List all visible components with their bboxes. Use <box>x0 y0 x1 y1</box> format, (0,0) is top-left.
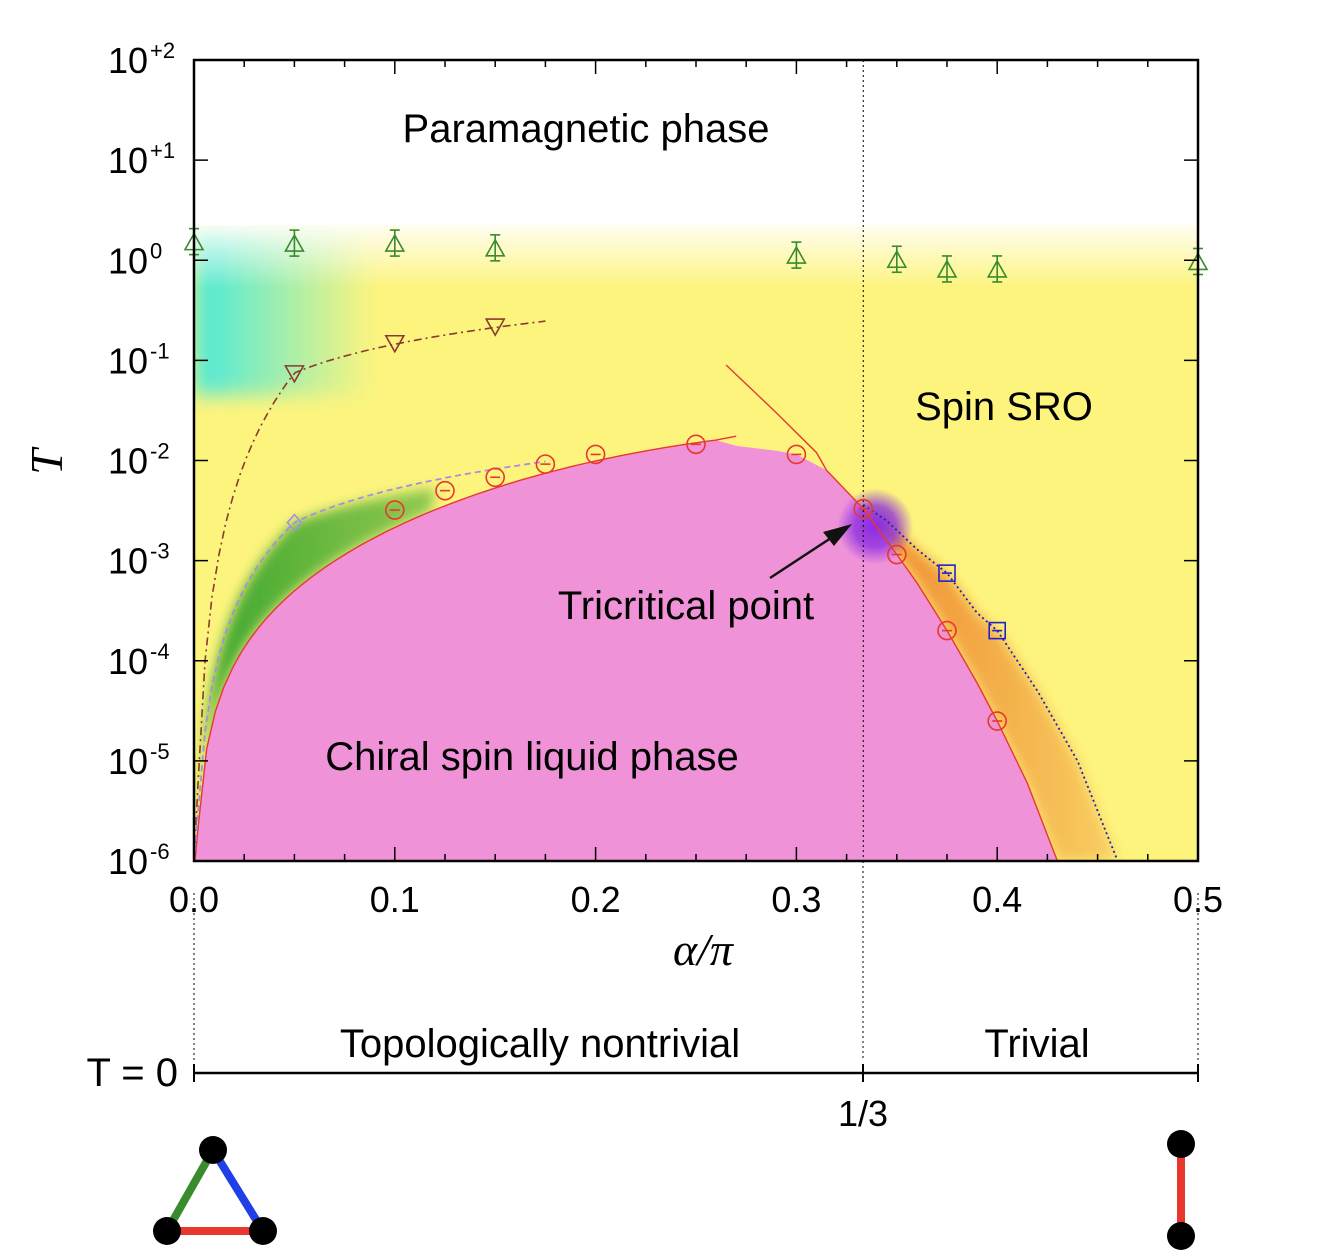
topological-label: Topologically nontrivial <box>340 1022 740 1066</box>
phase-curves <box>194 60 1119 861</box>
data-point-triangle-up <box>284 229 305 257</box>
data-point-circle <box>384 500 405 520</box>
tick-marks <box>193 59 1199 862</box>
y-tick-label: 10 <box>108 541 148 582</box>
one-third-label: 1/3 <box>838 1093 888 1134</box>
zero-temp-label: T = 0 <box>86 1051 178 1095</box>
data-point-circle <box>686 434 706 455</box>
y-tick-exponent: +1 <box>150 138 175 163</box>
x-tick-label: 0.2 <box>571 879 621 920</box>
data-point-circle <box>937 620 957 641</box>
zero-temperature-axis: T = 0 1/3 Topologically nontrivial Trivi… <box>86 861 1199 1134</box>
y-tick-label: 10 <box>108 641 148 682</box>
tricritical-arrow <box>769 524 852 580</box>
dashed-curve <box>194 460 546 861</box>
data-point-circle <box>786 444 807 465</box>
green-region <box>194 488 435 861</box>
x-tick-labels: 0.0 0.1 0.2 0.3 0.4 0.5 <box>169 879 1223 920</box>
paramagnetic-label: Paramagnetic phase <box>403 107 770 151</box>
y-tick-exponent: -2 <box>150 439 170 464</box>
crossover-fade <box>194 218 1198 288</box>
data-point-triangle-up <box>484 234 506 262</box>
data-point-circle <box>987 711 1008 731</box>
y-axis-label: T <box>21 446 72 475</box>
dashdot-curve <box>194 320 546 861</box>
data-point-circle <box>485 467 506 488</box>
trivial-label: Trivial <box>984 1022 1089 1066</box>
data-point-circle <box>886 544 907 565</box>
y-tick-label: 10 <box>108 741 148 782</box>
data-point-circle <box>435 480 455 501</box>
paramagnetic-region <box>194 60 1198 225</box>
y-tick-label: 10 <box>108 240 148 281</box>
y-tick-exponent: -3 <box>150 539 170 564</box>
phase-regions <box>194 60 1198 861</box>
data-point-triangle-down <box>284 365 305 384</box>
data-point-square <box>988 621 1007 640</box>
triangle-lattice-icon <box>153 1136 277 1245</box>
y-tick-exponent: -5 <box>150 739 170 764</box>
x-axis-label: α/π <box>673 924 735 975</box>
y-tick-label: 10 <box>108 340 148 381</box>
orange-region <box>863 504 1118 861</box>
data-point-triangle-down <box>484 318 506 337</box>
data-point-diamond <box>286 513 303 532</box>
csl-boundary-curve <box>194 435 737 861</box>
tricritical-label: Tricritical point <box>558 584 814 628</box>
x-tick-label: 0.4 <box>972 879 1022 920</box>
data-point-triangle-up <box>786 241 807 269</box>
y-tick-exponent: 0 <box>150 238 162 263</box>
data-point-triangle-up <box>986 255 1008 283</box>
data-point-circle <box>585 444 606 465</box>
spin-sro-label: Spin SRO <box>915 385 1093 429</box>
y-tick-label: 10 <box>108 140 148 181</box>
y-tick-exponent: -1 <box>150 338 170 363</box>
csl-label: Chiral spin liquid phase <box>325 735 739 779</box>
data-point-square <box>938 564 956 582</box>
y-tick-label: 10 <box>108 441 148 482</box>
csl-region <box>195 440 1058 861</box>
x-tick-label: 0.3 <box>771 879 821 920</box>
data-point-circle <box>853 498 874 519</box>
data-point-triangle-up <box>936 255 958 283</box>
y-tick-exponent: +2 <box>150 38 175 63</box>
data-point-triangle-up <box>384 229 406 257</box>
y-tick-label: 10 <box>108 40 148 81</box>
data-point-triangle-down <box>384 334 406 354</box>
data-point-triangle-up <box>886 245 908 274</box>
data-point-circle <box>535 454 556 474</box>
dimer-icon <box>1167 1130 1195 1250</box>
y-tick-exponent: -6 <box>150 839 170 864</box>
y-tick-exponent: -4 <box>150 639 170 664</box>
right-boundary-curve <box>725 364 1059 861</box>
x-tick-label: 0.1 <box>370 879 420 920</box>
y-tick-label: 10 <box>108 841 148 882</box>
dotted-curve <box>862 504 1119 861</box>
